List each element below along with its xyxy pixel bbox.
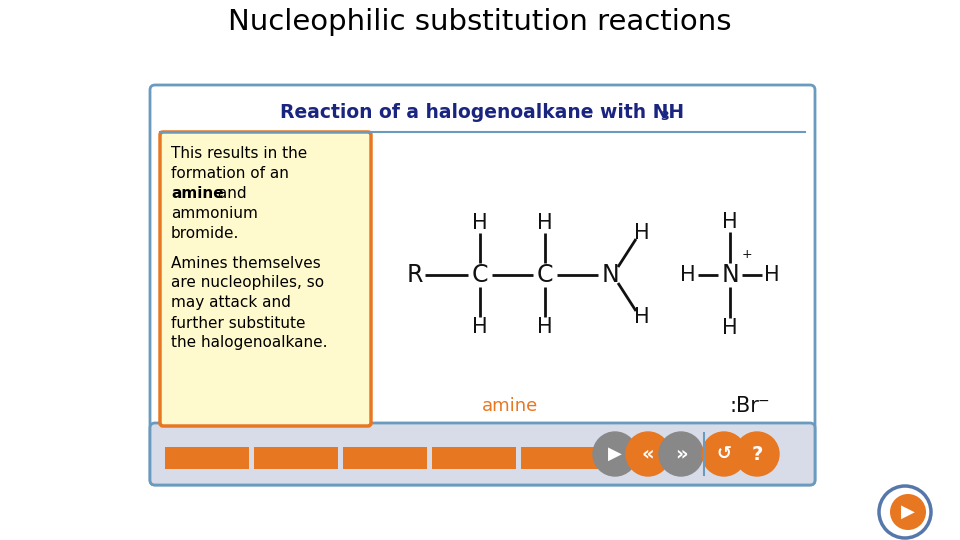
Text: further substitute: further substitute [171, 315, 305, 330]
Text: N: N [721, 263, 739, 287]
Bar [521, 447, 605, 469]
Circle shape [890, 494, 926, 530]
Text: H: H [722, 212, 738, 232]
Circle shape [659, 432, 703, 476]
Text: H: H [538, 213, 553, 233]
Text: are nucleophiles, so: are nucleophiles, so [171, 275, 324, 291]
Text: H: H [538, 317, 553, 337]
Text: amine: amine [171, 186, 224, 200]
Bar [165, 447, 249, 469]
Text: C: C [537, 263, 553, 287]
Text: ?: ? [752, 444, 762, 463]
Text: R: R [407, 263, 423, 287]
Text: Amines themselves: Amines themselves [171, 255, 321, 271]
Text: H: H [722, 318, 738, 338]
Text: formation of an: formation of an [171, 165, 289, 180]
Text: ▶: ▶ [901, 503, 915, 521]
Circle shape [879, 486, 931, 538]
Text: N: N [601, 263, 619, 287]
Text: −: − [758, 394, 770, 408]
Text: amine: amine [482, 397, 539, 415]
Circle shape [626, 432, 670, 476]
FancyBboxPatch shape [160, 132, 371, 426]
Text: H: H [635, 307, 650, 327]
Text: H: H [681, 265, 696, 285]
Text: Reaction of a halogenoalkane with NH: Reaction of a halogenoalkane with NH [280, 103, 684, 122]
Text: bromide.: bromide. [171, 226, 239, 240]
Text: may attack and: may attack and [171, 295, 291, 310]
Text: ▶: ▶ [608, 445, 622, 463]
Text: Nucleophilic substitution reactions: Nucleophilic substitution reactions [228, 8, 732, 36]
Circle shape [593, 432, 637, 476]
Text: This results in the: This results in the [171, 145, 307, 160]
Text: »: » [675, 444, 687, 463]
Text: H: H [472, 317, 488, 337]
Text: 3: 3 [660, 111, 669, 124]
Text: +: + [742, 248, 753, 261]
FancyBboxPatch shape [150, 85, 815, 485]
Bar [432, 447, 516, 469]
Text: H: H [472, 213, 488, 233]
Text: C: C [471, 263, 489, 287]
Text: H: H [764, 265, 780, 285]
Text: the halogenoalkane.: the halogenoalkane. [171, 335, 327, 350]
Text: :Br: :Br [730, 396, 760, 416]
Text: «: « [641, 444, 655, 463]
Text: ↺: ↺ [716, 445, 732, 463]
Bar [254, 447, 338, 469]
Text: ammonium: ammonium [171, 206, 258, 220]
Bar [343, 447, 427, 469]
FancyBboxPatch shape [157, 92, 808, 132]
Circle shape [735, 432, 779, 476]
Circle shape [702, 432, 746, 476]
Text: H: H [635, 223, 650, 243]
FancyBboxPatch shape [150, 423, 815, 485]
Text: and: and [213, 186, 247, 200]
